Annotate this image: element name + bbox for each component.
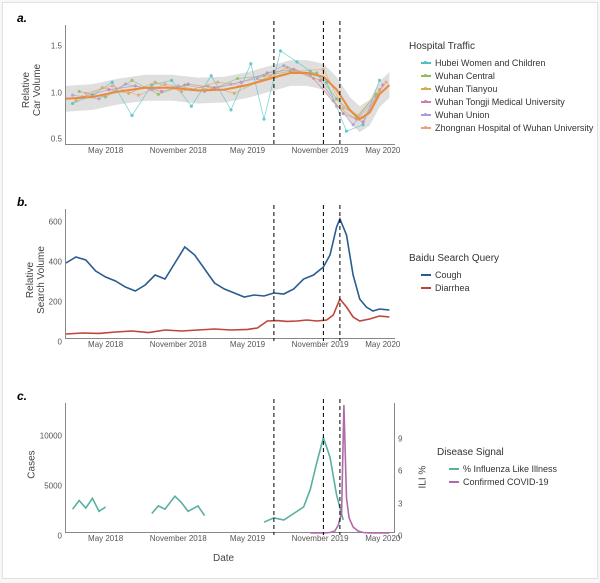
- legend-swatch: [421, 75, 431, 77]
- legend-swatch: [421, 88, 431, 90]
- panel-c-y2ticks: 0369: [396, 403, 420, 532]
- panel-a-label: a.: [17, 11, 27, 25]
- y-tick: 6: [398, 467, 402, 476]
- panel-a-legend-title: Hospital Traffic: [409, 41, 593, 52]
- x-tick: November 2018: [150, 534, 207, 543]
- x-tick: May 2019: [230, 534, 265, 543]
- legend-swatch: [421, 101, 431, 103]
- legend-label: % Influenza Like Illness: [463, 464, 557, 474]
- x-tick: May 2018: [88, 146, 123, 155]
- legend-label: Confirmed COVID-19: [463, 477, 549, 487]
- legend-item: % Influenza Like Illness: [449, 462, 557, 475]
- panel-b-yticks: 0200400600: [40, 209, 64, 338]
- x-tick: November 2019: [292, 534, 349, 543]
- x-tick: May 2020: [365, 146, 400, 155]
- legend-swatch: [449, 468, 459, 470]
- legend-label: Zhongnan Hospital of Wuhan University: [435, 123, 593, 133]
- x-tick: May 2020: [365, 340, 400, 349]
- panel-b-plot: 0200400600 May 2018November 2018May 2019…: [65, 209, 395, 339]
- panel-c-legend: Disease Signal % Influenza Like IllnessC…: [449, 447, 557, 488]
- legend-label: Cough: [435, 270, 462, 280]
- y-tick: 1.5: [51, 42, 62, 51]
- panel-b-xticks: May 2018 November 2018 May 2019 November 20…: [66, 340, 395, 352]
- y-tick: 0: [58, 338, 62, 347]
- x-tick: May 2020: [365, 534, 400, 543]
- y-tick: 0: [58, 532, 62, 541]
- panel-a-yticks: 0.5 1.0 1.5: [40, 25, 64, 144]
- x-tick: May 2018: [88, 340, 123, 349]
- legend-item: Wuhan Tongji Medical University: [421, 95, 593, 108]
- panel-a-plot: 0.51.01.5 May 2018November 2018May 2019N…: [65, 25, 395, 145]
- legend-item: Hubei Women and Children: [421, 56, 593, 69]
- panel-a-xticks: May 2018 November 2018 May 2019 November 20…: [66, 146, 395, 158]
- legend-swatch: [449, 481, 459, 483]
- panel-b-legend: Baidu Search Query CoughDiarrhea: [421, 253, 499, 294]
- x-tick: November 2018: [150, 146, 207, 155]
- y-tick: 600: [49, 218, 62, 227]
- legend-label: Hubei Women and Children: [435, 58, 545, 68]
- y-tick: 400: [49, 258, 62, 267]
- legend-swatch: [421, 287, 431, 289]
- legend-swatch: [421, 114, 431, 116]
- y-tick: 0.5: [51, 134, 62, 143]
- legend-swatch: [421, 127, 431, 129]
- panel-b: b. RelativeSearch Volume 0200400600 May …: [3, 195, 599, 365]
- x-tick: May 2019: [230, 146, 265, 155]
- panel-c-yticks: 0500010000: [40, 403, 64, 532]
- y-tick: 3: [398, 499, 402, 508]
- panel-c: c. Cases 0500010000 0369 May 2018Novembe…: [3, 389, 599, 569]
- legend-label: Diarrhea: [435, 283, 470, 293]
- x-tick: November 2018: [150, 340, 207, 349]
- legend-item: Cough: [421, 268, 499, 281]
- y-tick: 200: [49, 298, 62, 307]
- legend-label: Wuhan Union: [435, 110, 489, 120]
- y-tick: 1.0: [51, 88, 62, 97]
- x-tick: May 2019: [230, 340, 265, 349]
- x-tick: November 2019: [292, 340, 349, 349]
- figure-container: a. RelativeCar Volume 0.51.01.5 May 2018…: [2, 2, 598, 579]
- legend-label: Wuhan Tianyou: [435, 84, 497, 94]
- legend-item: Diarrhea: [421, 281, 499, 294]
- y-tick: 10000: [40, 432, 62, 441]
- panel-c-plot: 0500010000 0369 May 2018November 2018May…: [65, 403, 395, 533]
- x-axis-label: Date: [213, 553, 234, 564]
- x-tick: May 2018: [88, 534, 123, 543]
- panel-b-legend-title: Baidu Search Query: [409, 253, 499, 264]
- panel-c-ylabel: Cases: [27, 440, 38, 490]
- y-tick: 5000: [44, 482, 62, 491]
- legend-item: Wuhan Central: [421, 69, 593, 82]
- legend-label: Wuhan Tongji Medical University: [435, 97, 565, 107]
- x-tick: November 2019: [292, 146, 349, 155]
- legend-label: Wuhan Central: [435, 71, 495, 81]
- legend-item: Confirmed COVID-19: [449, 475, 557, 488]
- legend-item: Wuhan Tianyou: [421, 82, 593, 95]
- panel-a-legend: Hospital Traffic Hubei Women and Childre…: [421, 41, 593, 134]
- panel-b-label: b.: [17, 195, 28, 209]
- legend-item: Wuhan Union: [421, 108, 593, 121]
- legend-swatch: [421, 274, 431, 276]
- panel-a: a. RelativeCar Volume 0.51.01.5 May 2018…: [3, 11, 599, 171]
- panel-c-xticks: May 2018 November 2018 May 2019 November 20…: [66, 534, 394, 546]
- panel-c-y2label: ILI %: [418, 449, 429, 489]
- panel-c-label: c.: [17, 389, 27, 403]
- legend-item: Zhongnan Hospital of Wuhan University: [421, 121, 593, 134]
- panel-c-legend-title: Disease Signal: [437, 447, 557, 458]
- legend-swatch: [421, 62, 431, 64]
- y-tick: 9: [398, 434, 402, 443]
